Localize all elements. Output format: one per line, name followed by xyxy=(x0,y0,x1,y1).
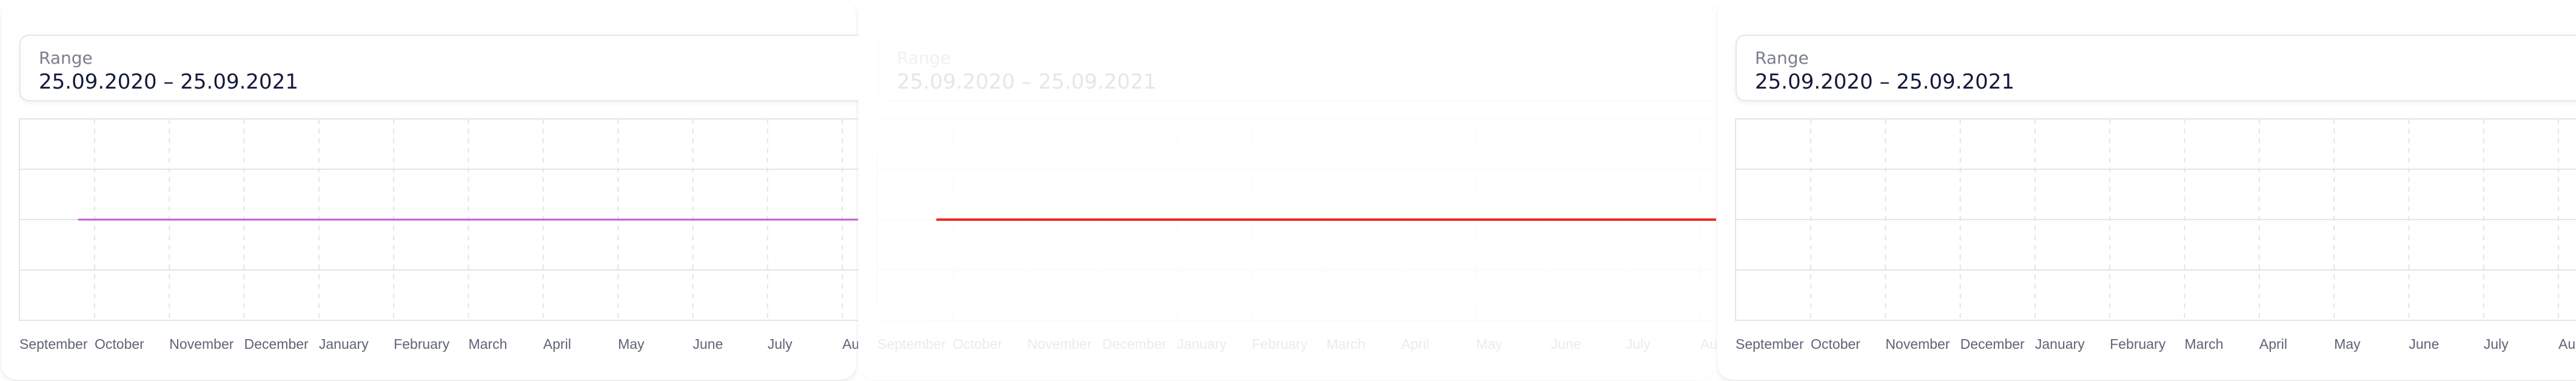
data-point xyxy=(1534,218,1536,221)
chart-panel-2: Range 25.09.2020 – 25.09.2021 September O… xyxy=(858,0,1716,381)
line-chart: September October November December January F… xyxy=(1735,118,2576,352)
x-tick-label: June xyxy=(2409,336,2439,352)
x-tick-label: March xyxy=(469,336,508,352)
range-picker[interactable]: Range 25.09.2020 – 25.09.2021 xyxy=(877,35,1716,101)
x-tick-label: April xyxy=(2259,336,2287,352)
range-label: Range xyxy=(39,48,93,68)
data-point xyxy=(377,218,379,221)
data-point xyxy=(825,218,828,221)
x-tick-label: December xyxy=(1102,336,1167,352)
data-point xyxy=(676,218,678,221)
data-point xyxy=(452,218,454,221)
x-tick-label: July xyxy=(768,336,793,352)
range-value[interactable]: 25.09.2020 – 25.09.2021 xyxy=(1755,70,2014,94)
x-axis-labels: September October November December January F… xyxy=(19,336,858,352)
x-tick-label: June xyxy=(1551,336,1581,352)
data-point xyxy=(1160,218,1162,221)
x-tick-label: February xyxy=(1252,336,1308,352)
x-tick-label: May xyxy=(2334,336,2361,352)
data-point xyxy=(1010,218,1013,221)
range-picker[interactable]: Range 25.09.2020 – 25.09.2021 xyxy=(1736,35,2576,101)
data-point xyxy=(78,218,80,221)
x-tick-label: March xyxy=(1327,336,1366,352)
data-point xyxy=(526,218,529,221)
plot-frame xyxy=(877,118,1716,321)
x-tick-label: November xyxy=(169,336,233,352)
x-tick-label: July xyxy=(2484,336,2509,352)
x-tick-label: August xyxy=(2558,336,2576,352)
chart-panel-1: Range 25.09.2020 – 25.09.2021 September O… xyxy=(0,0,858,381)
x-tick-label: September xyxy=(19,336,88,352)
data-point xyxy=(152,218,155,221)
x-tick-label: September xyxy=(877,336,946,352)
x-tick-label: December xyxy=(1961,336,2025,352)
range-value[interactable]: 25.09.2020 – 25.09.2021 xyxy=(39,70,298,94)
x-axis-labels: September October November December January F… xyxy=(877,336,1716,352)
data-point xyxy=(1235,218,1237,221)
x-tick-label: April xyxy=(1401,336,1429,352)
data-point xyxy=(1459,218,1461,221)
x-tick-label: February xyxy=(394,336,450,352)
x-tick-label: March xyxy=(2185,336,2224,352)
range-label: Range xyxy=(897,48,951,68)
x-tick-label: April xyxy=(543,336,571,352)
range-value[interactable]: 25.09.2020 – 25.09.2021 xyxy=(897,70,1156,94)
x-tick-label: October xyxy=(1811,336,1860,352)
x-tick-label: October xyxy=(953,336,1002,352)
data-point xyxy=(1609,218,1611,221)
data-point xyxy=(227,218,230,221)
chart-panel-3: Range 25.09.2020 – 25.09.2021 September O… xyxy=(1716,0,2576,381)
x-tick-label: June xyxy=(693,336,723,352)
x-tick-label: May xyxy=(1476,336,1503,352)
line-chart: September October November December January F… xyxy=(19,118,858,352)
range-picker[interactable]: Range 25.09.2020 – 25.09.2021 xyxy=(19,35,858,101)
x-tick-label: August xyxy=(1700,336,1716,352)
x-axis-labels: September October November December January F… xyxy=(1736,336,2576,352)
grid xyxy=(1735,118,2576,321)
x-tick-label: January xyxy=(319,336,369,352)
x-tick-label: January xyxy=(1177,336,1227,352)
x-tick-label: November xyxy=(1027,336,1092,352)
data-point xyxy=(601,218,603,221)
x-tick-label: August xyxy=(842,336,858,352)
line-chart: September October November December January F… xyxy=(877,118,1716,352)
x-tick-label: February xyxy=(2110,336,2166,352)
data-point xyxy=(1384,218,1387,221)
chart-card xyxy=(859,0,1714,380)
x-tick-label: October xyxy=(95,336,144,352)
data-point xyxy=(751,218,753,221)
data-point xyxy=(1683,218,1686,221)
data-point xyxy=(936,218,938,221)
data-point xyxy=(302,218,304,221)
x-tick-label: January xyxy=(2035,336,2085,352)
data-point xyxy=(1310,218,1312,221)
x-tick-label: December xyxy=(244,336,309,352)
x-tick-label: July xyxy=(1626,336,1651,352)
x-tick-label: November xyxy=(1885,336,1950,352)
data-point xyxy=(1085,218,1088,221)
x-tick-label: May xyxy=(618,336,645,352)
range-label: Range xyxy=(1755,48,1809,68)
x-tick-label: September xyxy=(1736,336,1804,352)
